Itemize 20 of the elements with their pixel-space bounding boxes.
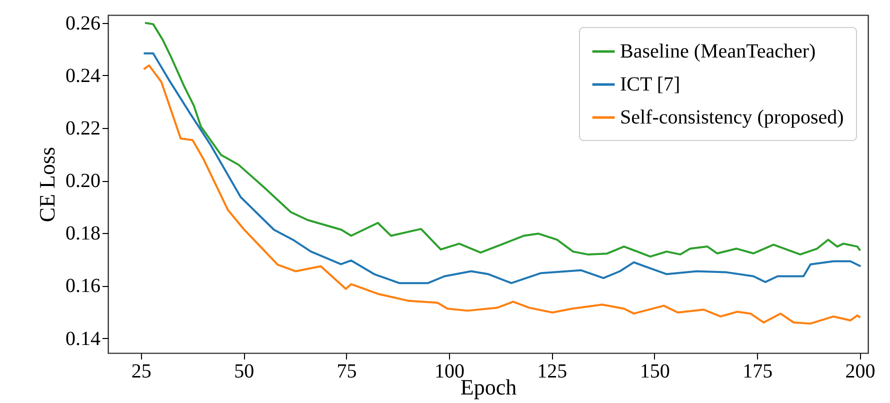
y-tick-label: 0.26	[66, 12, 100, 34]
x-tick-label: 75	[336, 360, 357, 382]
y-tick-label: 0.16	[66, 275, 100, 298]
x-tick-label: 175	[742, 360, 773, 382]
legend-label: Baseline (MeanTeacher)	[620, 40, 816, 62]
legend-label: Self-consistency (proposed)	[620, 106, 844, 128]
y-tick-label: 0.22	[66, 118, 100, 140]
x-tick-label: 50	[234, 360, 254, 382]
x-tick-label: 25	[131, 360, 152, 382]
y-tick-label: 0.14	[66, 328, 100, 350]
x-tick-label: 150	[640, 360, 670, 382]
y-tick-label: 0.24	[66, 64, 100, 87]
x-tick-label: 125	[537, 360, 568, 382]
y-axis-title: CE Loss	[34, 146, 60, 222]
line-series	[144, 22, 862, 258]
y-tick-label: 0.20	[66, 170, 100, 192]
y-tick-label: 0.18	[66, 222, 100, 245]
line-series	[142, 64, 862, 325]
legend-label: ICT [7]	[620, 74, 680, 96]
x-tick-label: 200	[845, 360, 876, 382]
